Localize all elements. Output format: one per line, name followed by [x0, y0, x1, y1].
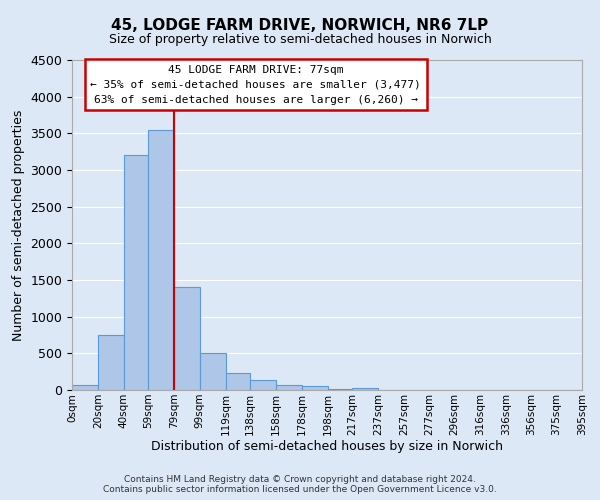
Bar	[302, 386, 328, 390]
X-axis label: Distribution of semi-detached houses by size in Norwich: Distribution of semi-detached houses by …	[151, 440, 503, 454]
Bar	[124, 156, 148, 390]
Y-axis label: Number of semi-detached properties: Number of semi-detached properties	[12, 110, 25, 340]
Bar	[352, 388, 378, 390]
Text: Size of property relative to semi-detached houses in Norwich: Size of property relative to semi-detach…	[109, 32, 491, 46]
Bar	[72, 384, 98, 390]
Text: Contains public sector information licensed under the Open Government Licence v3: Contains public sector information licen…	[103, 485, 497, 494]
Text: Contains HM Land Registry data © Crown copyright and database right 2024.: Contains HM Land Registry data © Crown c…	[124, 475, 476, 484]
Bar	[200, 354, 226, 390]
Bar	[98, 335, 124, 390]
Bar	[226, 373, 250, 390]
Bar	[250, 380, 276, 390]
Bar	[328, 388, 352, 390]
Text: 45 LODGE FARM DRIVE: 77sqm
← 35% of semi-detached houses are smaller (3,477)
63%: 45 LODGE FARM DRIVE: 77sqm ← 35% of semi…	[90, 65, 421, 104]
Text: 45, LODGE FARM DRIVE, NORWICH, NR6 7LP: 45, LODGE FARM DRIVE, NORWICH, NR6 7LP	[112, 18, 488, 32]
Bar	[276, 384, 302, 390]
Bar	[148, 130, 174, 390]
Bar	[174, 288, 200, 390]
